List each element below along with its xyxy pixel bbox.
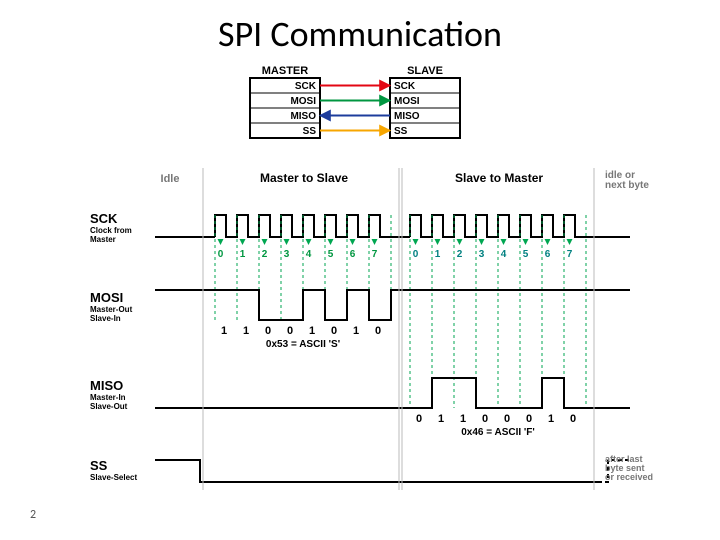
svg-text:Slave-Out: Slave-Out bbox=[90, 402, 128, 411]
svg-text:0: 0 bbox=[413, 249, 419, 260]
svg-text:MOSI: MOSI bbox=[394, 96, 420, 107]
svg-text:SS: SS bbox=[394, 126, 408, 137]
svg-text:Slave-Select: Slave-Select bbox=[90, 473, 137, 482]
svg-text:SS: SS bbox=[90, 458, 108, 473]
svg-text:5: 5 bbox=[328, 249, 334, 260]
svg-text:1: 1 bbox=[435, 249, 441, 260]
svg-text:MASTER: MASTER bbox=[262, 65, 309, 77]
svg-text:4: 4 bbox=[306, 249, 312, 260]
svg-text:Idle: Idle bbox=[161, 173, 180, 185]
svg-text:MISO: MISO bbox=[90, 378, 123, 393]
svg-text:1: 1 bbox=[353, 325, 359, 337]
svg-text:idle ornext byte: idle ornext byte bbox=[605, 170, 649, 191]
svg-text:SLAVE: SLAVE bbox=[407, 65, 443, 77]
svg-text:after lastbyte sentor received: after lastbyte sentor received bbox=[605, 454, 653, 482]
svg-text:Master to Slave: Master to Slave bbox=[260, 171, 348, 185]
svg-text:6: 6 bbox=[350, 249, 356, 260]
svg-text:0x53 = ASCII 'S': 0x53 = ASCII 'S' bbox=[266, 339, 340, 350]
svg-text:SCK: SCK bbox=[90, 211, 118, 226]
svg-text:0: 0 bbox=[218, 249, 224, 260]
svg-text:Master-In: Master-In bbox=[90, 393, 126, 402]
svg-text:3: 3 bbox=[479, 249, 485, 260]
svg-text:MOSI: MOSI bbox=[90, 290, 123, 305]
svg-text:0: 0 bbox=[482, 413, 488, 425]
svg-text:0x46 = ASCII 'F': 0x46 = ASCII 'F' bbox=[461, 427, 535, 438]
svg-text:MISO: MISO bbox=[394, 111, 420, 122]
svg-text:0: 0 bbox=[570, 413, 576, 425]
svg-text:1: 1 bbox=[221, 325, 227, 337]
spi-diagram: MASTER SLAVE SCK SCK MOSI MOSI MISO MISO SS SS Idl… bbox=[60, 60, 680, 500]
svg-text:1: 1 bbox=[240, 249, 246, 260]
svg-text:Master: Master bbox=[90, 235, 116, 244]
svg-text:SCK: SCK bbox=[394, 81, 416, 92]
svg-text:4: 4 bbox=[501, 249, 507, 260]
svg-text:MOSI: MOSI bbox=[290, 96, 316, 107]
svg-text:SCK: SCK bbox=[295, 81, 317, 92]
svg-text:2: 2 bbox=[457, 249, 463, 260]
svg-text:7: 7 bbox=[372, 249, 378, 260]
svg-text:1: 1 bbox=[548, 413, 554, 425]
svg-text:2: 2 bbox=[262, 249, 268, 260]
svg-text:5: 5 bbox=[523, 249, 529, 260]
svg-text:1: 1 bbox=[438, 413, 444, 425]
svg-text:0: 0 bbox=[504, 413, 510, 425]
svg-text:0: 0 bbox=[526, 413, 532, 425]
svg-text:0: 0 bbox=[287, 325, 293, 337]
svg-text:6: 6 bbox=[545, 249, 551, 260]
svg-text:MISO: MISO bbox=[290, 111, 316, 122]
page-title: SPI Communication bbox=[0, 12, 720, 56]
svg-text:0: 0 bbox=[265, 325, 271, 337]
svg-text:0: 0 bbox=[331, 325, 337, 337]
svg-text:0: 0 bbox=[375, 325, 381, 337]
svg-text:Slave-In: Slave-In bbox=[90, 314, 121, 323]
svg-text:7: 7 bbox=[567, 249, 573, 260]
svg-text:SS: SS bbox=[303, 126, 317, 137]
svg-text:1: 1 bbox=[309, 325, 315, 337]
svg-text:0: 0 bbox=[416, 413, 422, 425]
svg-text:Clock from: Clock from bbox=[90, 226, 132, 235]
svg-text:Slave to Master: Slave to Master bbox=[455, 171, 543, 185]
svg-text:1: 1 bbox=[243, 325, 249, 337]
svg-text:3: 3 bbox=[284, 249, 290, 260]
page-number: 2 bbox=[30, 508, 36, 522]
svg-text:Master-Out: Master-Out bbox=[90, 305, 133, 314]
svg-text:1: 1 bbox=[460, 413, 466, 425]
